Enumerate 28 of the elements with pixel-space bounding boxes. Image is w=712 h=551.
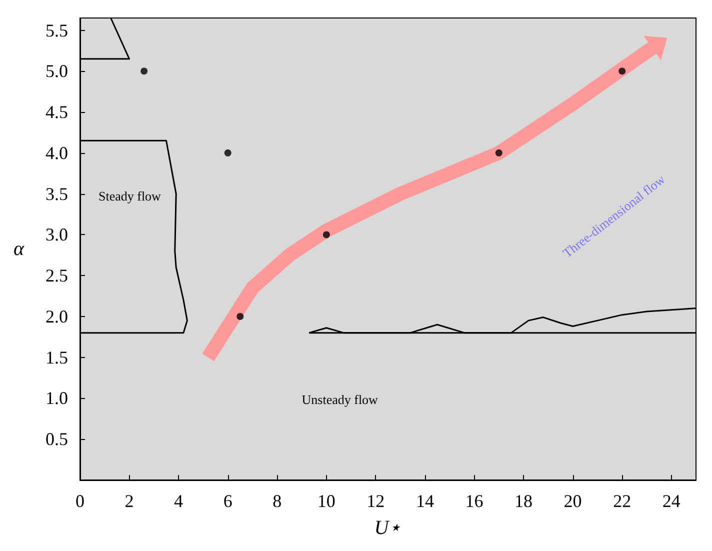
x-tick-label: 0 bbox=[76, 491, 84, 511]
x-tick-label: 24 bbox=[662, 491, 680, 511]
y-tick-label: 3.0 bbox=[46, 224, 68, 245]
x-tick-label: 8 bbox=[272, 491, 282, 511]
x-tick-label: 16 bbox=[465, 491, 484, 511]
x-axis-title: U⋆ bbox=[374, 517, 402, 539]
x-tick-label: 20 bbox=[564, 491, 582, 511]
x-tick-label: 10 bbox=[317, 491, 336, 511]
y-axis-title: α bbox=[14, 238, 24, 260]
y-tick-label: 2.5 bbox=[46, 266, 68, 286]
y-tick-label: 2.0 bbox=[46, 306, 68, 326]
y-tick-label: 0.5 bbox=[46, 429, 68, 450]
y-tick-label: 4.5 bbox=[46, 102, 68, 122]
x-tick-label: 22 bbox=[613, 491, 632, 511]
y-tick-label: 1.5 bbox=[46, 347, 68, 368]
x-tick-label: 6 bbox=[223, 491, 232, 511]
y-tick-label: 5.5 bbox=[46, 20, 68, 40]
annotation: Unsteady flow bbox=[302, 392, 379, 408]
y-tick-label: 4.0 bbox=[46, 142, 68, 163]
x-tick-label: 18 bbox=[514, 491, 533, 511]
y-tick-label: 1.0 bbox=[46, 388, 68, 408]
y-tick-label: 5.0 bbox=[46, 61, 68, 82]
x-tick-label: 4 bbox=[174, 491, 184, 511]
x-tick-label: 14 bbox=[416, 491, 434, 511]
annotation: Steady flow bbox=[98, 188, 162, 204]
y-tick-label: 3.5 bbox=[46, 184, 68, 204]
x-tick-label: 12 bbox=[366, 491, 385, 511]
x-tick-label: 2 bbox=[124, 491, 134, 511]
